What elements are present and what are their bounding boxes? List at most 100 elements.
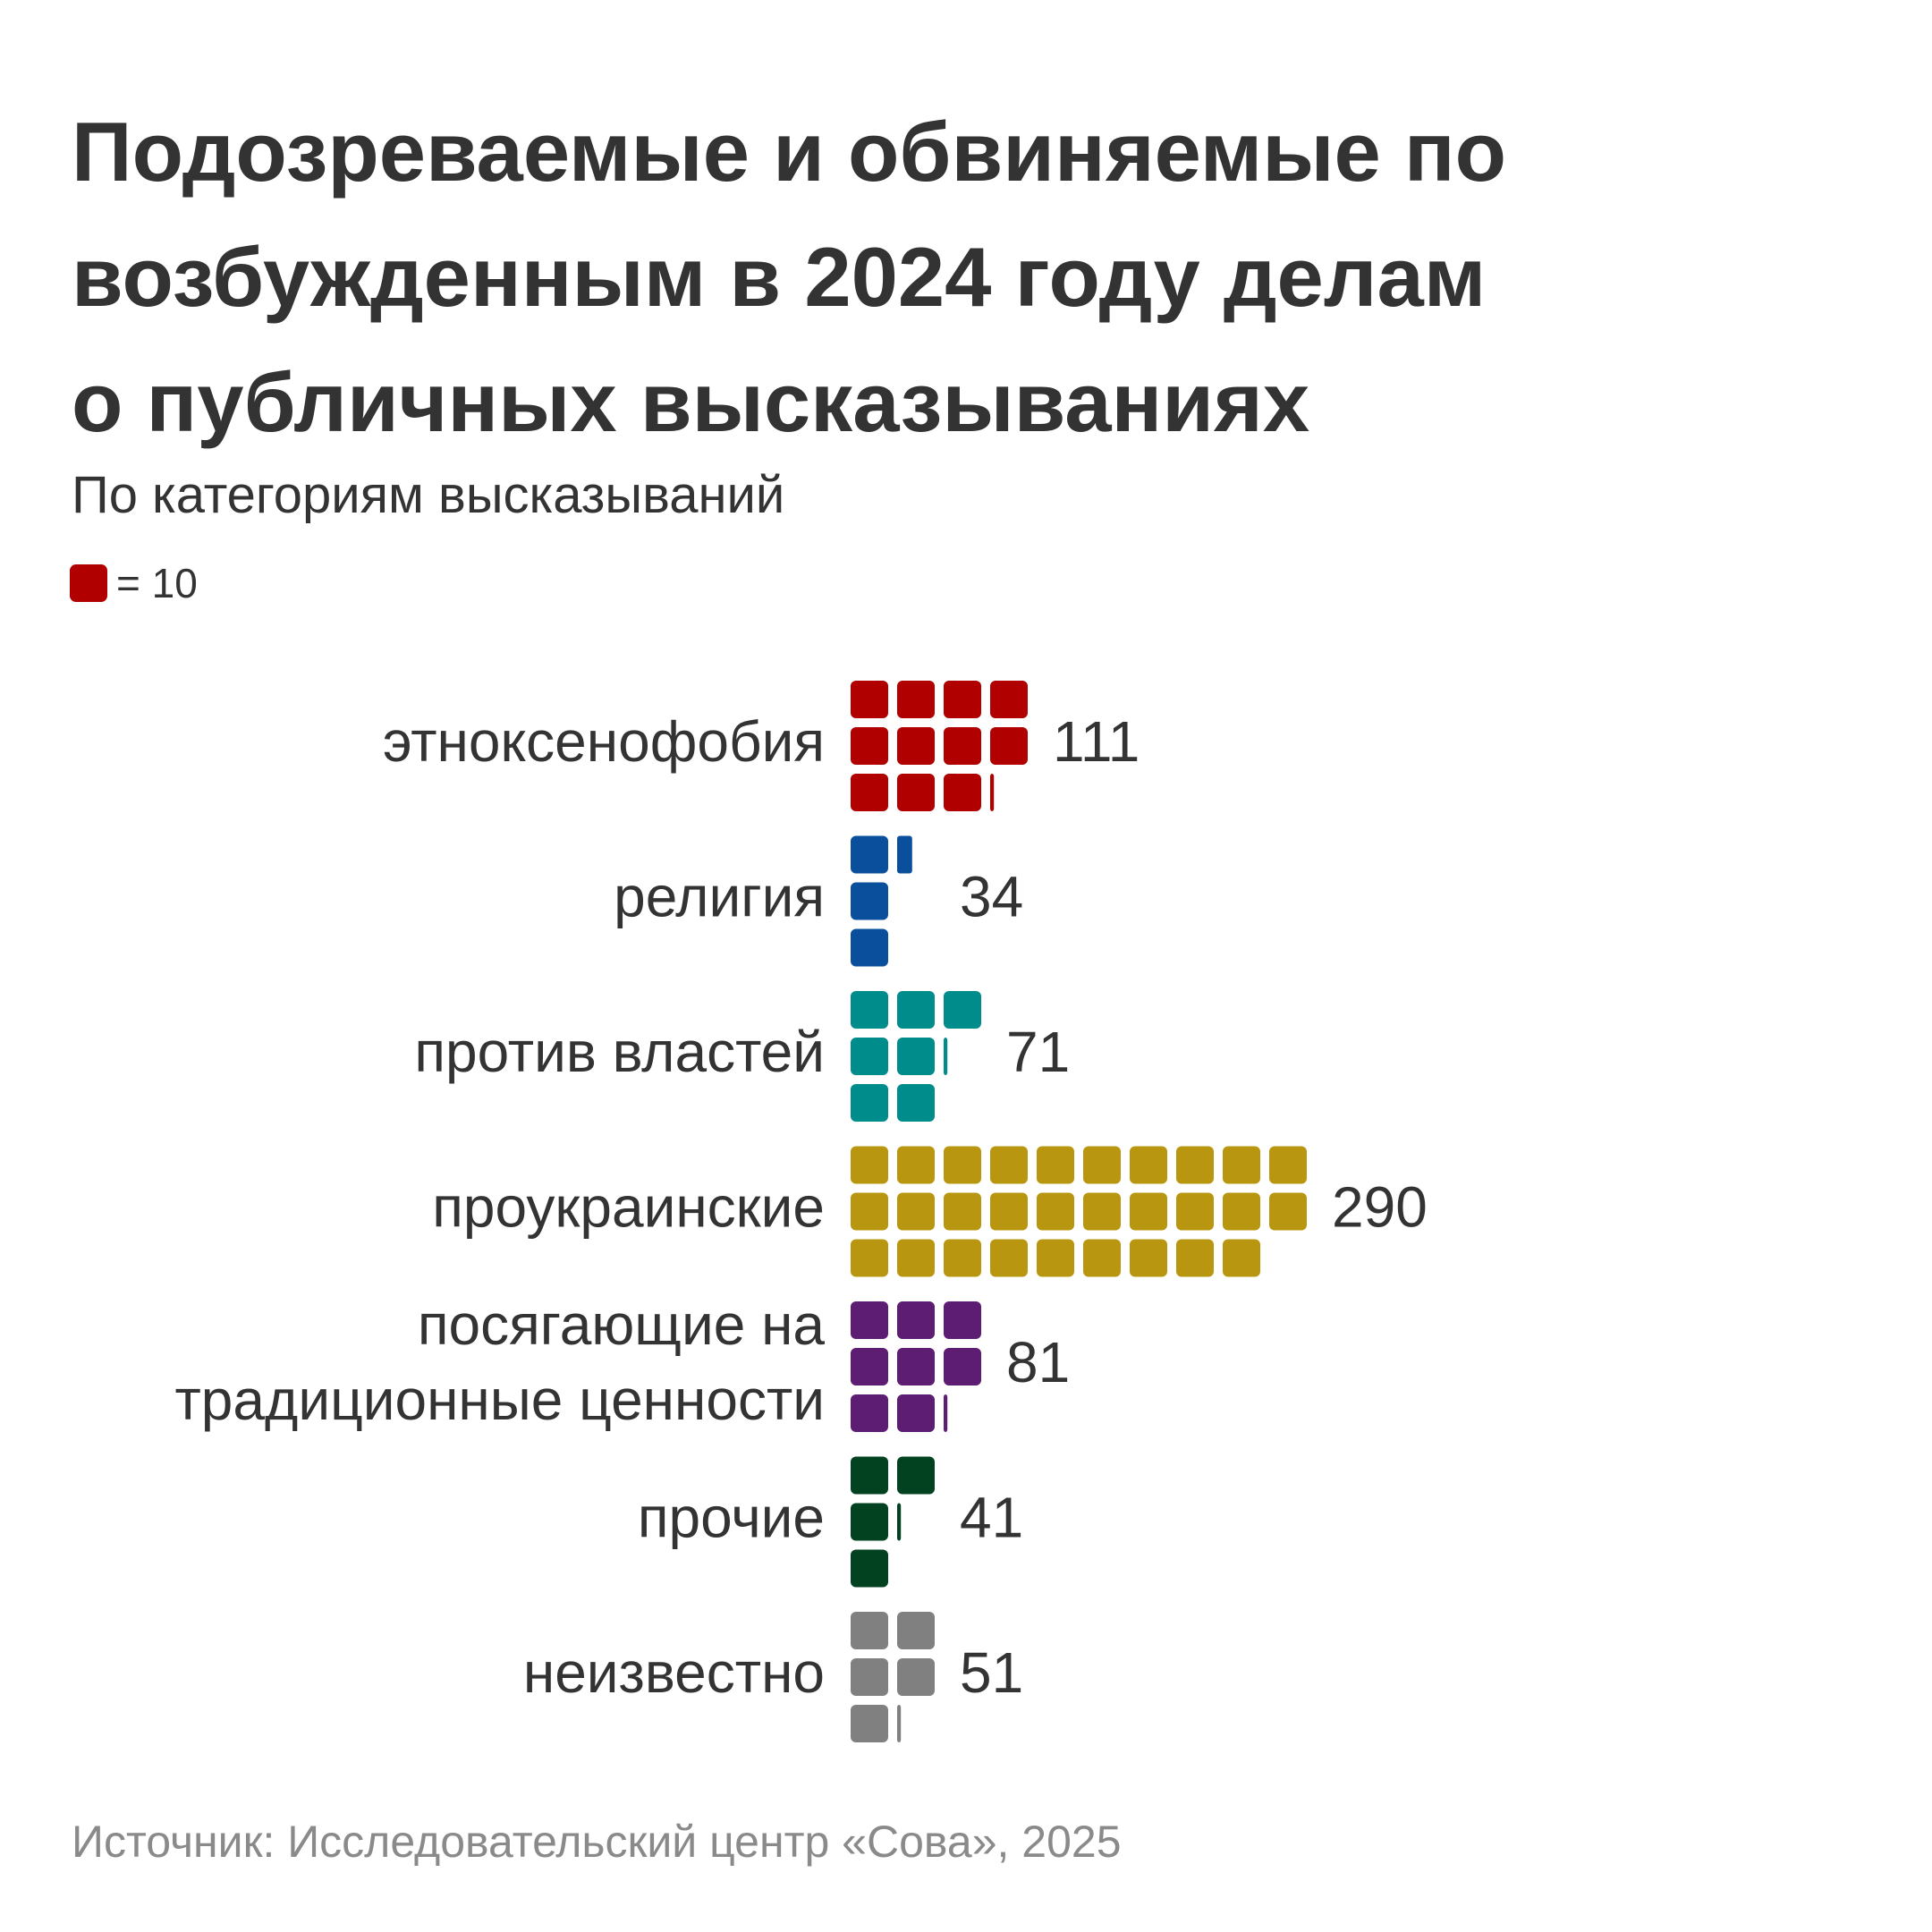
chart-title-line-3: о публичных высказываниях	[72, 355, 1310, 449]
category-group: этноксенофобия 111	[383, 681, 1140, 811]
waffle-square	[851, 991, 888, 1029]
category-label: этноксенофобия	[383, 709, 825, 774]
waffle-square	[897, 1239, 935, 1277]
chart-title: Подозреваемые и обвиняемые по возбужденн…	[72, 89, 1860, 465]
value-label: 34	[960, 864, 1023, 928]
waffle-square	[897, 727, 935, 765]
waffle-square	[897, 1658, 935, 1696]
category-group: прочие 41	[638, 1456, 1023, 1588]
waffle-square	[897, 1192, 935, 1231]
waffle-square	[897, 1038, 935, 1075]
waffle-square	[1083, 1146, 1121, 1184]
waffle-square	[944, 1192, 981, 1231]
waffle-square	[1176, 1146, 1214, 1184]
waffle-square	[1037, 1146, 1074, 1184]
category-group: религия 34	[614, 835, 1023, 967]
category-label: религия	[614, 864, 825, 928]
waffle-square	[1083, 1192, 1121, 1231]
chart-title-line-2: возбужденным в 2024 году делам	[72, 230, 1487, 324]
category-label: посягающие на	[418, 1292, 826, 1357]
waffle-square	[851, 1192, 888, 1231]
waffle-square	[1269, 1192, 1307, 1231]
waffle-square	[1223, 1192, 1260, 1231]
waffle-square	[897, 991, 935, 1029]
waffle-square	[1269, 1146, 1307, 1184]
value-label: 41	[960, 1485, 1023, 1549]
waffle-square	[1130, 1192, 1167, 1231]
category-label: прочие	[638, 1485, 825, 1549]
waffle-square	[990, 681, 1028, 718]
chart-subtitle: По категориям высказываний	[72, 466, 785, 524]
waffle-square	[851, 1348, 888, 1385]
category-label: проукраинские	[432, 1174, 825, 1239]
waffle-partial-square	[944, 1038, 948, 1075]
waffle-square	[944, 727, 981, 765]
waffle-square	[1037, 1192, 1074, 1231]
category-label: традиционные ценности	[174, 1368, 825, 1432]
waffle-square	[851, 1705, 888, 1742]
waffle-square	[897, 774, 935, 811]
waffle-square	[1130, 1146, 1167, 1184]
waffle-square	[897, 1612, 935, 1649]
waffle-square	[851, 1394, 888, 1432]
waffle-square	[851, 1503, 888, 1541]
waffle-square	[944, 1146, 981, 1184]
category-label: против властей	[414, 1020, 825, 1084]
waffle-square	[851, 727, 888, 765]
waffle-square	[851, 1239, 888, 1277]
category-group: посягающие на традиционные ценности 81	[174, 1292, 1070, 1432]
value-label: 290	[1332, 1174, 1428, 1239]
waffle-square	[990, 1192, 1028, 1231]
waffle-square	[851, 774, 888, 811]
waffle-square	[851, 882, 888, 920]
waffle-square	[1223, 1146, 1260, 1184]
category-group: против властей 71	[414, 991, 1070, 1122]
waffle-square	[897, 681, 935, 718]
legend-text: = 10	[116, 560, 198, 606]
value-label: 81	[1006, 1330, 1070, 1394]
waffle-square	[897, 1394, 935, 1432]
waffle-square	[851, 1612, 888, 1649]
source-note: Источник: Исследовательский центр «Сова»…	[72, 1817, 1122, 1867]
waffle-square	[944, 991, 981, 1029]
waffle-square	[1176, 1239, 1214, 1277]
waffle-square	[897, 1301, 935, 1339]
waffle-square	[851, 1456, 888, 1495]
legend: = 10	[70, 559, 198, 607]
waffle-partial-square	[897, 1503, 902, 1541]
waffle-square	[944, 681, 981, 718]
waffle-square	[851, 928, 888, 967]
waffle-square	[897, 1146, 935, 1184]
waffle-square	[851, 1038, 888, 1075]
waffle-partial-square	[897, 1705, 902, 1742]
category-label: неизвестно	[523, 1640, 825, 1705]
waffle-square	[851, 835, 888, 874]
waffle-square	[851, 1549, 888, 1588]
waffle-square	[1223, 1239, 1260, 1277]
value-label: 51	[960, 1640, 1023, 1705]
waffle-square	[944, 774, 981, 811]
waffle-square	[990, 1239, 1028, 1277]
waffle-square	[1176, 1192, 1214, 1231]
waffle-square	[990, 727, 1028, 765]
waffle-square	[944, 1239, 981, 1277]
category-group: неизвестно 51	[523, 1612, 1023, 1742]
waffle-partial-square	[897, 835, 912, 874]
waffle-square	[851, 681, 888, 718]
waffle-partial-square	[990, 774, 995, 811]
waffle-square	[1130, 1239, 1167, 1277]
waffle-partial-square	[944, 1394, 948, 1432]
category-group: проукраинские 290	[432, 1146, 1428, 1277]
waffle-square	[897, 1456, 935, 1495]
waffle-square	[851, 1084, 888, 1122]
value-label: 111	[1053, 709, 1140, 774]
waffle-square	[944, 1348, 981, 1385]
value-label: 71	[1006, 1020, 1070, 1084]
legend-swatch	[70, 564, 107, 602]
waffle-square	[851, 1146, 888, 1184]
waffle-square	[1083, 1239, 1121, 1277]
waffle-square	[990, 1146, 1028, 1184]
waffle-square	[944, 1301, 981, 1339]
waffle-square	[897, 1084, 935, 1122]
